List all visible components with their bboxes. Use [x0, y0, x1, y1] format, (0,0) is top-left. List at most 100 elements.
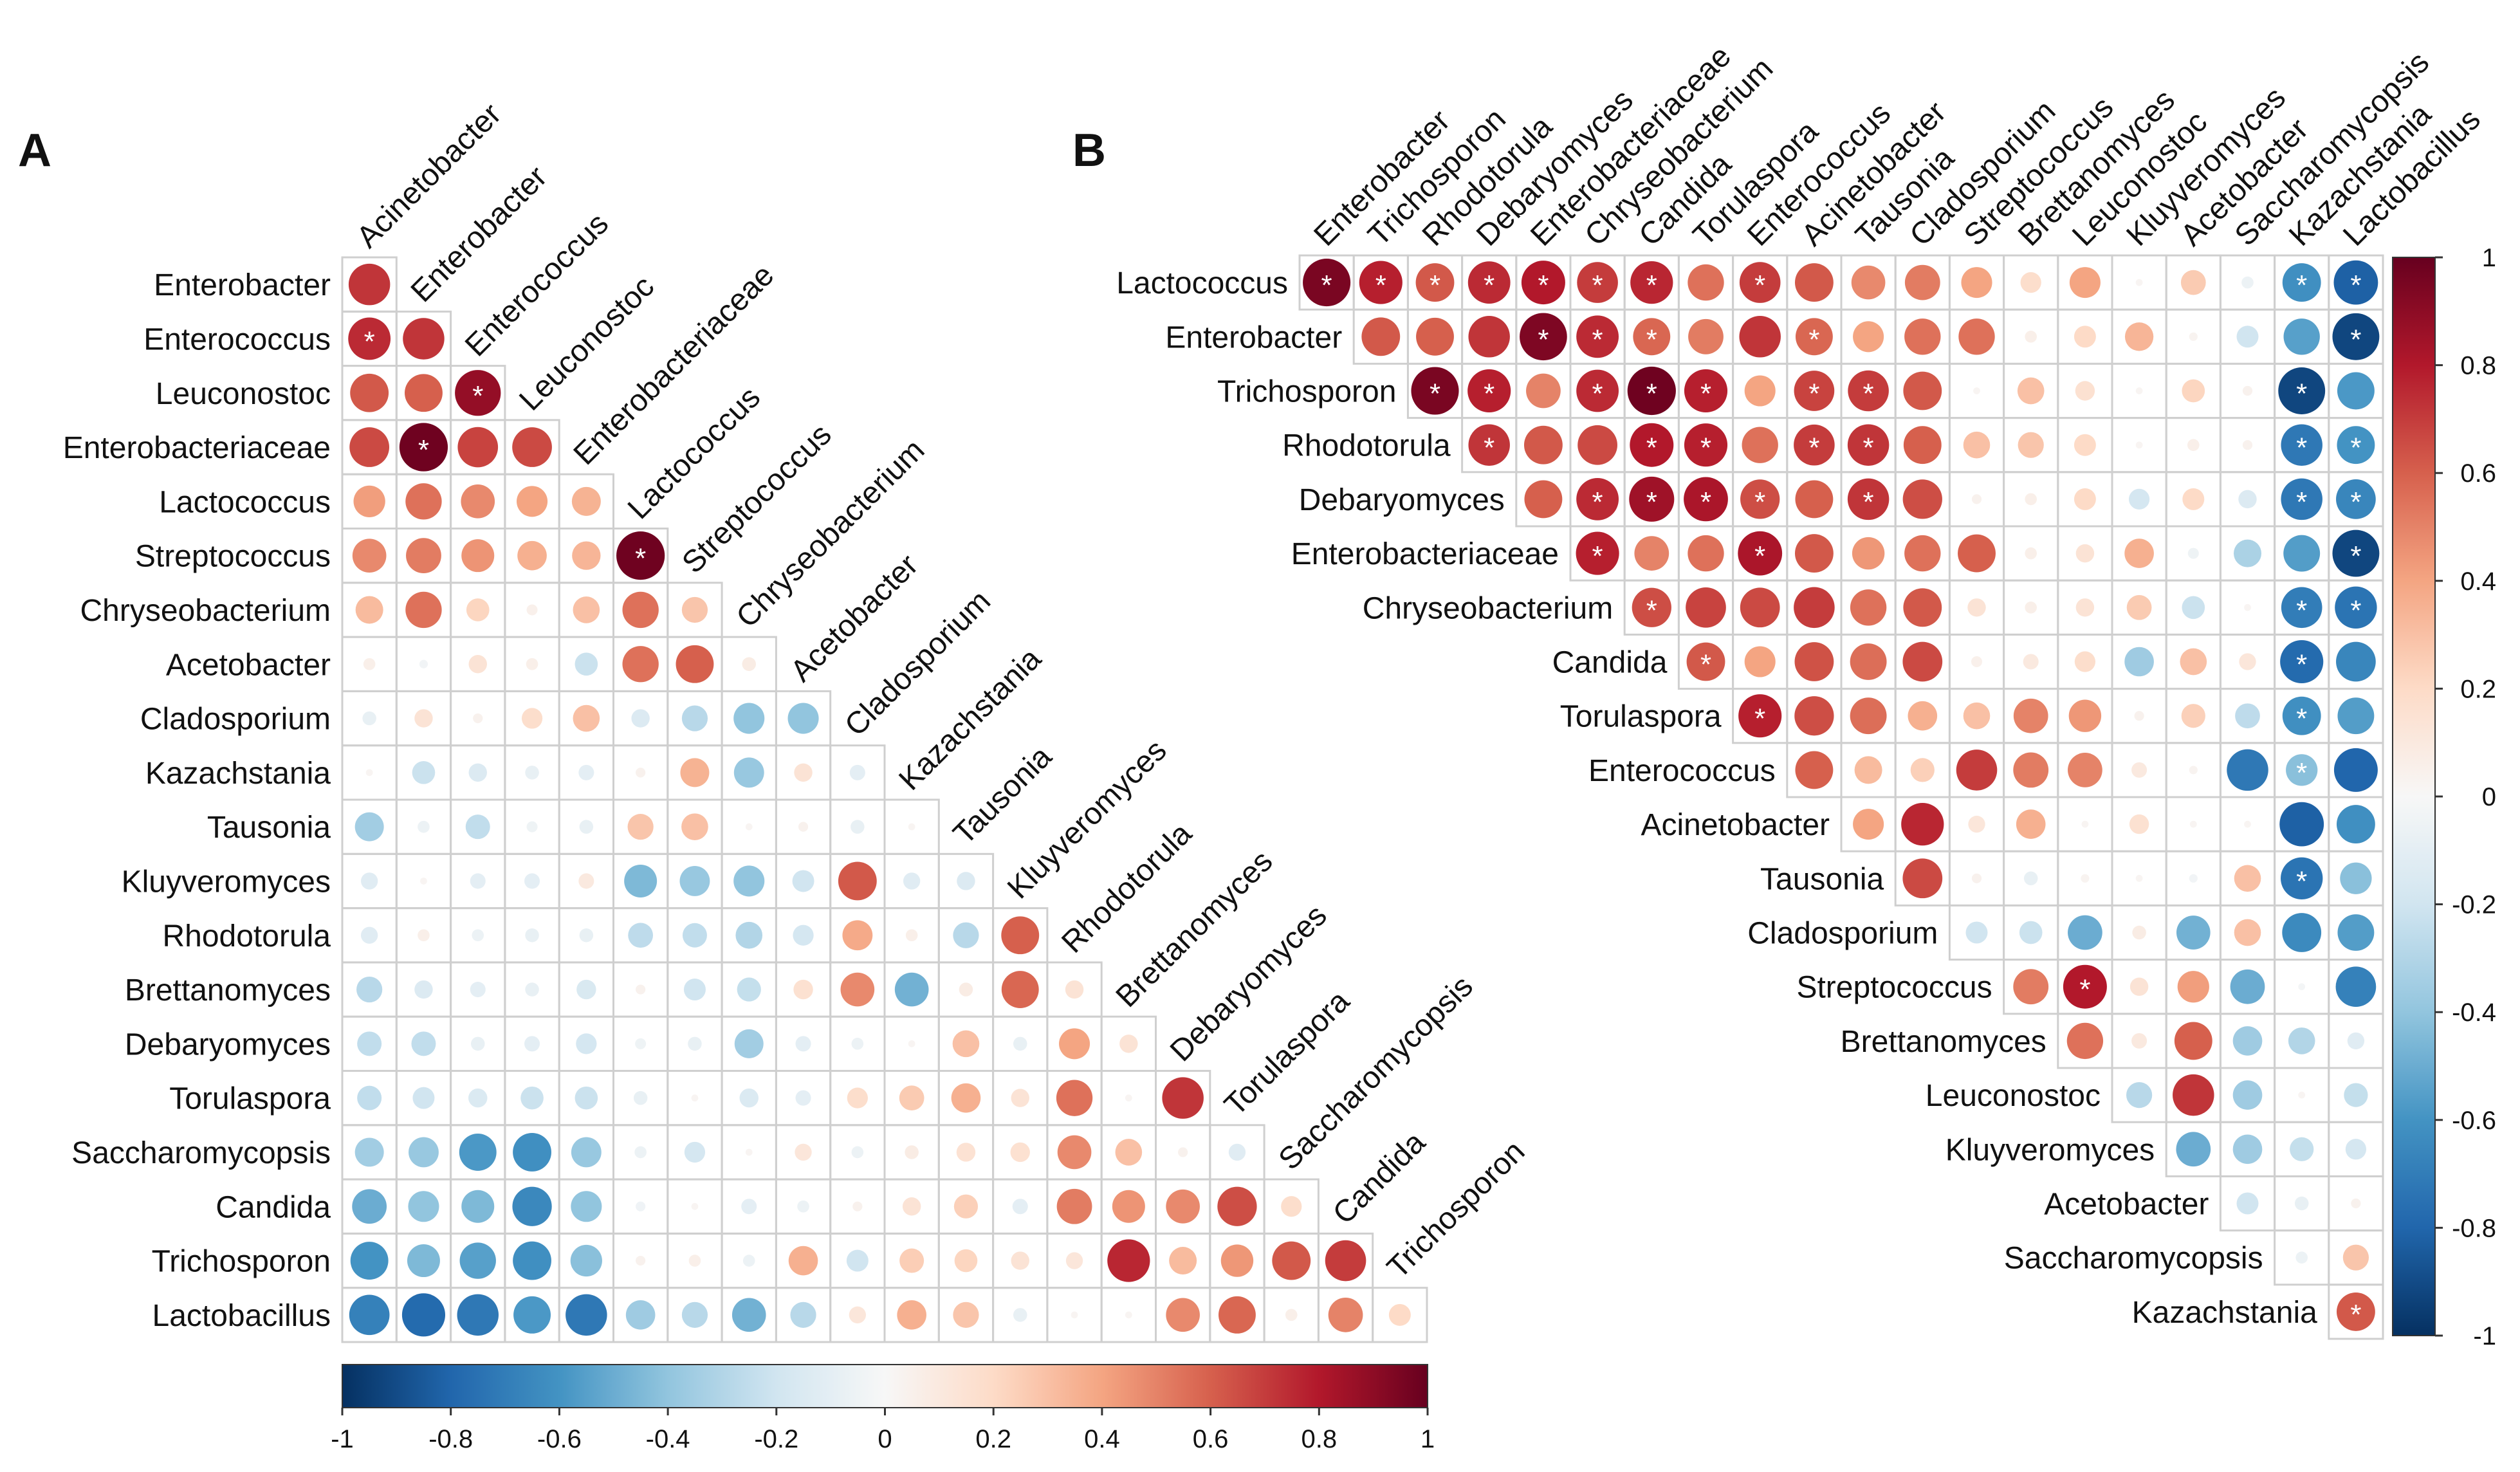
corr-circle-trichosporon-streptococcus	[688, 1255, 701, 1267]
row-label-kazachstania: Kazachstania	[145, 757, 331, 791]
col-label-enterobacteriaceae: Enterobacteriaceae	[567, 258, 781, 472]
corr-circle-enterobacteriaceae-brettanomyces	[2025, 547, 2037, 560]
corr-circle-cladosporium-acetobacter	[2176, 915, 2211, 950]
corr-circle-trichosporon-saccharomycopsis	[1272, 1241, 1311, 1280]
corr-circle-chryseobacterium-leuconostoc	[526, 604, 538, 616]
corr-circle-trichosporon-cladosporium	[1903, 371, 1942, 410]
corr-circle-kluyveromyces-acetobacter	[792, 870, 814, 892]
corr-circle-candida-rhodotorula	[1056, 1188, 1092, 1224]
row-label-enterococcus: Enterococcus	[1588, 754, 1776, 788]
corr-circle-chryseobacterium-kluyveromyces	[2126, 594, 2152, 620]
significance-star: *	[2296, 486, 2307, 518]
corr-circle-streptococcus-leuconostoc	[2063, 964, 2107, 1009]
corr-circle-debaryomyces-tausonia	[1847, 478, 1890, 520]
row-label-brettanomyces: Brettanomyces	[125, 973, 331, 1007]
corr-circle-tausonia-acetobacter	[2189, 874, 2198, 883]
significance-star: *	[2296, 270, 2307, 301]
corr-circle-enterobacteriaceae-tausonia	[1852, 537, 1885, 570]
corr-circle-candida-cladosporium	[852, 1201, 863, 1211]
corr-circle-torulaspora-brettanomyces	[2013, 698, 2048, 733]
corr-circle-brettanomyces-kluyveromyces	[1001, 971, 1039, 1008]
corr-circle-enterobacteriaceae-acetobacter	[2187, 547, 2199, 559]
corr-circle-trichosporon-rhodotorula	[1411, 367, 1459, 415]
corr-circle-lactococcus-kluyveromyces	[2135, 279, 2143, 286]
colorbar-a-tick-label: -0.6	[537, 1425, 582, 1453]
significance-star: *	[1863, 378, 1874, 410]
corr-circle-torulaspora-enterococcus	[468, 1088, 488, 1108]
corr-circle-enterobacteriaceae-cladosporium	[1904, 535, 1941, 572]
corr-circle-cladosporium-enterobacteriaceae	[573, 704, 600, 732]
corr-circle-rhodotorula-debaryomyces	[1468, 424, 1510, 466]
corr-circle-lactobacillus-tausonia	[953, 1302, 979, 1328]
corr-circle-debaryomyces-lactococcus	[635, 1038, 647, 1049]
corr-circle-candida-acetobacter	[797, 1200, 809, 1213]
corr-circle-saccharomycopsis-cladosporium	[851, 1146, 864, 1159]
significance-star: *	[2350, 540, 2361, 572]
corr-circle-kazachstania-acinetobacter	[365, 769, 373, 777]
corr-circle-brettanomyces-acetobacter	[793, 979, 813, 1000]
corr-circle-enterobacter-acinetobacter	[348, 263, 391, 306]
corr-circle-torulaspora-acetobacter	[2181, 704, 2205, 728]
significance-star: *	[1592, 486, 1603, 518]
corr-circle-chryseobacterium-acinetobacter	[355, 596, 383, 624]
colorbar-b: 1 0.8 0.6 0.4 0.2 0 -0.2 -0.4 -0.6 -0.8 -1	[2392, 244, 2496, 1350]
corr-circle-kluyveromyces-lactobacillus	[2345, 1139, 2367, 1160]
row-label-debaryomyces: Debaryomyces	[1299, 483, 1505, 517]
significance-star: *	[364, 326, 375, 357]
corr-circle-enterobacteriaceae-enterobacter	[399, 423, 448, 472]
corr-circle-candida-torulaspora	[1217, 1186, 1257, 1226]
corr-circle-rhodotorula-kazachstania	[905, 929, 918, 942]
corr-circle-enterobacteriaceae-streptococcus	[1958, 534, 1996, 573]
corr-circle-rhodotorula-torulaspora	[1684, 423, 1728, 467]
colorbar-b-tick-label: -1	[2473, 1322, 2496, 1350]
corr-circle-streptococcus-kluyveromyces	[2129, 977, 2149, 996]
corr-circle-rhodotorula-kluyveromyces	[1001, 916, 1040, 955]
corr-circle-debaryomyces-saccharomycopsis	[2238, 490, 2257, 509]
corr-circle-leuconostoc-saccharomycopsis	[2232, 1080, 2263, 1110]
corr-circle-torulaspora-leuconostoc	[2068, 699, 2102, 732]
corr-circle-saccharomycopsis-debaryomyces	[1178, 1147, 1188, 1157]
corr-circle-rhodotorula-cladosporium	[842, 920, 873, 951]
corr-circle-enterococcus-streptococcus	[1956, 750, 1998, 791]
corr-circle-streptococcus-enterobacteriaceae	[572, 541, 601, 570]
corr-circle-saccharomycopsis-enterobacter	[409, 1137, 439, 1168]
corr-circle-trichosporon-leuconostoc	[513, 1241, 551, 1280]
significance-star: *	[635, 543, 646, 575]
significance-star: *	[1646, 432, 1657, 464]
corr-circle-trichosporon-candida	[1325, 1240, 1366, 1282]
corr-circle-cladosporium-leuconostoc	[2068, 915, 2102, 950]
corr-circle-debaryomyces-brettanomyces	[2025, 493, 2037, 506]
row-label-torulaspora: Torulaspora	[1560, 700, 1722, 734]
col-label-candida: Candida	[1327, 1125, 1432, 1231]
corr-circle-enterococcus-saccharomycopsis	[2227, 749, 2268, 791]
colorbar-a-tick-label: 1	[1421, 1425, 1435, 1453]
corr-circle-debaryomyces-kazachstania	[908, 1040, 915, 1047]
colorbar-a-tick-label: -0.8	[428, 1425, 473, 1453]
corr-circle-saccharomycopsis-rhodotorula	[1057, 1135, 1092, 1170]
significance-star: *	[1484, 378, 1495, 410]
corr-circle-lactobacillus-lactococcus	[625, 1300, 656, 1330]
corr-circle-acinetobacter-saccharomycopsis	[2244, 820, 2251, 828]
corr-circle-debaryomyces-kluyveromyces	[1013, 1036, 1027, 1051]
row-label-enterococcus: Enterococcus	[143, 322, 331, 356]
colorbar-a-tick-label: 0.2	[975, 1425, 1011, 1453]
corr-circle-enterobacter-acetobacter	[2189, 332, 2198, 341]
corr-circle-rhodotorula-acinetobacter	[360, 926, 378, 944]
corr-circle-cladosporium-streptococcus	[1965, 921, 1988, 944]
corr-circle-enterobacter-debaryomyces	[1468, 316, 1510, 358]
grid-cell	[1372, 1287, 1428, 1343]
corr-circle-tausonia-cladosporium	[1902, 858, 1943, 899]
corr-circle-saccharomycopsis-chryseobacterium	[745, 1148, 753, 1156]
row-label-kluyveromyces: Kluyveromyces	[122, 865, 331, 899]
corr-circle-candida-acinetobacter	[1794, 642, 1834, 681]
corr-circle-lactobacillus-enterobacteriaceae	[566, 1294, 607, 1336]
corr-circle-enterobacteriaceae-candida	[1634, 536, 1669, 571]
corr-circle-cladosporium-lactococcus	[631, 709, 650, 728]
corr-circle-candida-saccharomycopsis	[1281, 1196, 1302, 1217]
corr-circle-enterobacter-candida	[1633, 318, 1671, 356]
corr-circle-enterococcus-kazachstania	[2286, 754, 2318, 786]
corr-circle-debaryomyces-acinetobacter	[1795, 480, 1834, 519]
corr-circle-candida-kluyveromyces	[2124, 647, 2154, 677]
corr-circle-kluyveromyces-acetobacter	[2176, 1132, 2211, 1167]
significance-star: *	[1592, 270, 1603, 301]
